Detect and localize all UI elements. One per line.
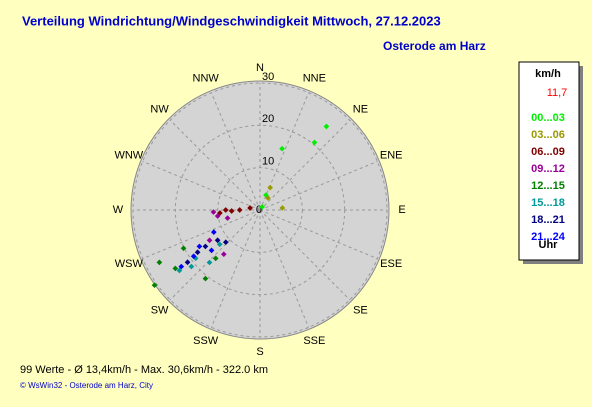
grid-ring <box>174 124 346 296</box>
data-point <box>190 253 197 260</box>
data-point <box>214 237 221 244</box>
direction-label: NNE <box>303 73 326 85</box>
data-point <box>202 275 209 282</box>
direction-label: WNW <box>114 150 143 162</box>
data-point <box>194 249 201 256</box>
data-point <box>202 243 209 250</box>
legend-entry: 12...15 <box>531 180 565 192</box>
data-point <box>184 259 191 266</box>
direction-label: SSE <box>303 335 325 347</box>
legend-footer: Uhr <box>539 239 559 251</box>
r-tick-label: 30 <box>262 71 274 83</box>
direction-label: SE <box>353 304 368 316</box>
direction-label: NNW <box>193 73 220 85</box>
chart-title: Verteilung Windrichtung/Windgeschwindigk… <box>22 13 441 28</box>
data-point <box>236 207 243 213</box>
direction-label: W <box>113 204 124 216</box>
data-point <box>279 145 285 152</box>
data-point <box>214 213 221 219</box>
legend-entry: 03...06 <box>531 129 565 141</box>
data-point <box>265 195 271 201</box>
data-point <box>196 243 203 250</box>
grid-ring <box>132 82 388 338</box>
data-point <box>224 215 231 221</box>
data-point <box>151 282 158 289</box>
direction-label: WSW <box>115 258 144 270</box>
r-tick-label: 20 <box>262 113 274 125</box>
data-point <box>176 267 183 274</box>
direction-label: ENE <box>380 150 403 162</box>
chart-subtitle: Osterode am Harz <box>383 39 486 53</box>
data-point <box>188 263 195 270</box>
legend-box <box>518 61 580 261</box>
data-point <box>206 237 213 244</box>
summary: 99 Werte - Ø 13,4km/h - Max. 30,6km/h - … <box>20 364 268 376</box>
data-point <box>216 241 223 248</box>
direction-label: N <box>256 62 264 74</box>
data-point <box>210 209 217 215</box>
direction-label: NW <box>150 103 169 115</box>
data-point <box>206 259 213 266</box>
direction-label: NE <box>353 103 368 115</box>
legend-entry: 15...18 <box>531 197 565 209</box>
data-point <box>210 229 217 235</box>
direction-label: ESE <box>380 258 402 270</box>
data-point <box>279 205 286 211</box>
credit: © WsWin32 - Osterode am Harz, City <box>20 381 153 390</box>
grid-ring <box>217 167 303 253</box>
legend-entry: 09...12 <box>531 163 565 175</box>
legend-entry: 00...03 <box>531 112 565 124</box>
r-tick-label: 0 <box>256 204 262 216</box>
legend-entry: 06...09 <box>531 146 565 158</box>
legend-unit: km/h <box>535 68 561 80</box>
direction-label: SSW <box>193 335 219 347</box>
data-point <box>212 255 219 262</box>
legend-entry: 21...24 <box>531 231 566 243</box>
data-point <box>222 239 229 246</box>
legend-entry: 18...21 <box>531 214 565 226</box>
data-point <box>228 208 235 214</box>
data-point <box>180 245 187 252</box>
data-point <box>247 205 253 211</box>
current-value: 11,7 <box>547 87 568 99</box>
data-point <box>311 139 318 146</box>
direction-label: S <box>256 346 263 358</box>
data-point <box>267 184 273 191</box>
r-tick-label: 10 <box>262 156 274 168</box>
data-point <box>178 263 185 270</box>
direction-label: E <box>398 204 405 216</box>
data-point <box>222 207 229 213</box>
data-point <box>208 247 215 254</box>
data-point <box>259 204 265 210</box>
data-point <box>156 259 163 266</box>
data-point <box>172 265 179 272</box>
direction-label: SW <box>151 304 169 316</box>
